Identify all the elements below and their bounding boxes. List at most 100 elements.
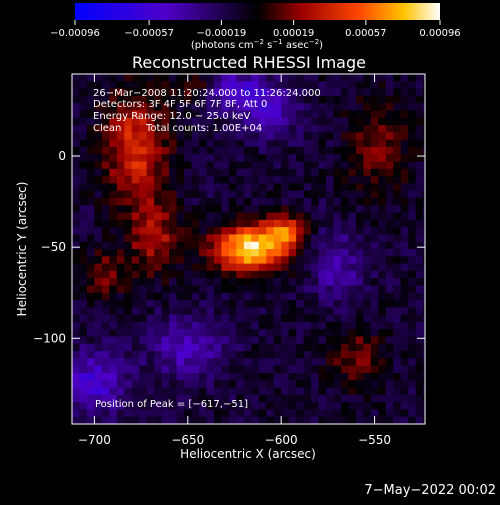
heatmap-cell [79,402,88,410]
heatmap-cell [333,343,342,352]
heatmap-cell [288,88,297,97]
heatmap-cell [385,321,394,330]
heatmap-cell [363,263,372,272]
heatmap-cell [228,183,237,192]
heatmap-cell [131,380,140,388]
heatmap-cell [400,227,409,235]
heatmap-cell [333,387,342,396]
heatmap-cell [176,212,185,221]
heatmap-cell [326,132,334,141]
heatmap-cell [266,256,275,264]
heatmap-cell [340,103,349,111]
heatmap-cell [146,336,155,345]
heatmap-cell [206,154,215,162]
heatmap-cell [273,74,282,82]
heatmap-cell [340,249,349,257]
heatmap-cell [176,270,185,279]
heatmap-cell [303,307,312,316]
heatmap-cell [176,168,185,177]
heatmap-cell [72,219,80,228]
heatmap-cell [415,95,424,104]
heatmap-cell [363,132,372,141]
heatmap-cell [408,351,417,359]
heatmap-cell [348,190,357,199]
heatmap-cell [236,329,245,337]
heatmap-cell [116,249,125,257]
heatmap-cell [213,336,222,345]
heatmap-cell [378,292,387,301]
heatmap-cell [281,168,290,177]
y-tick-label: −100 [33,331,66,345]
heatmap-cell [116,278,125,286]
heatmap-cell [355,270,364,279]
heatmap-cell [370,387,379,396]
heatmap-cell [86,176,95,184]
heatmap-cell [146,314,155,323]
heatmap-cell [236,372,245,381]
heatmap-cell [423,300,425,308]
heatmap-cell [266,249,275,257]
heatmap-cell [131,351,140,359]
heatmap-cell [154,110,163,119]
heatmap-cell [273,256,282,264]
heatmap-cell [146,161,155,170]
heatmap-cell [266,380,275,388]
heatmap-cell [408,190,417,199]
heatmap-cell [318,351,327,359]
heatmap-cell [184,241,192,250]
heatmap-cell [236,387,245,396]
heatmap-cell [296,387,304,396]
heatmap-cell [340,336,349,345]
heatmap-cell [415,197,424,206]
heatmap-cell [72,402,80,410]
heatmap-cell [221,256,230,264]
heatmap-cell [393,372,402,381]
annotation-energy-range: Energy Range: 12.0 − 25.0 keV [93,111,250,122]
heatmap-cell [213,321,222,330]
heatmap-cell [385,139,394,148]
heatmap-cell [79,365,88,374]
heatmap-cell [116,110,125,119]
heatmap-cell [333,125,342,133]
heatmap-cell [146,205,155,213]
heatmap-cell [72,365,80,374]
heatmap-cell [273,270,282,279]
heatmap-cell [191,351,200,359]
heatmap-cell [303,219,312,228]
heatmap-cell [340,351,349,359]
heatmap-cell [326,358,334,367]
heatmap-cell [355,139,364,148]
heatmap-cell [385,256,394,264]
heatmap-cell [311,329,319,337]
heatmap-cell [258,168,267,177]
heatmap-cell [348,307,357,316]
heatmap-cell [243,132,252,141]
heatmap-cell [363,241,372,250]
heatmap-cell [251,197,260,206]
heatmap-cell [169,321,177,330]
heatmap-cell [288,146,297,155]
x-tick-label: −600 [265,433,298,447]
heatmap-cell [318,241,327,250]
heatmap-cell [101,110,110,119]
heatmap-cell [423,125,425,133]
heatmap-cell [191,343,200,352]
heatmap-cell [116,125,125,133]
heatmap-cell [318,81,327,89]
heatmap-cell [236,365,245,374]
heatmap-cell [154,139,163,148]
heatmap-cell [415,387,424,396]
heatmap-cell [318,88,327,97]
heatmap-cell [94,110,103,119]
heatmap-cell [221,139,230,148]
heatmap-cell [243,343,252,352]
heatmap-cell [385,358,394,367]
heatmap-cell [236,95,245,104]
heatmap-cell [288,278,297,286]
colorbar-tick-label: −0.00019 [197,28,247,39]
heatmap-cell [303,263,312,272]
heatmap-cell [124,103,133,111]
heatmap-cell [146,307,155,316]
heatmap-cell [311,314,319,323]
heatmap-cell [221,219,230,228]
